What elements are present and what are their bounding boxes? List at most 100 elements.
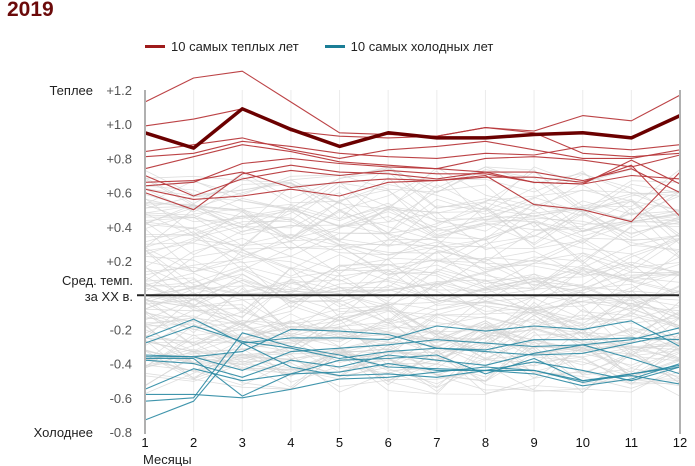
background-series-line bbox=[144, 299, 681, 350]
background-series-line bbox=[144, 249, 681, 297]
background-series-line bbox=[144, 167, 681, 211]
background-series-line bbox=[144, 342, 681, 394]
chart-legend: 10 самых теплых лет 10 самых холодных ле… bbox=[145, 39, 519, 54]
cold-series-line bbox=[145, 364, 681, 399]
x-tick-label: 11 bbox=[625, 435, 639, 450]
y-tick-label: +0.6 bbox=[106, 186, 132, 201]
background-series-line bbox=[144, 211, 681, 255]
warm-series-line bbox=[144, 144, 681, 170]
background-series-line bbox=[144, 305, 681, 351]
background-series-line bbox=[144, 197, 681, 232]
background-series-line bbox=[144, 247, 681, 282]
warm-series-line bbox=[144, 137, 681, 159]
background-series-line bbox=[144, 268, 681, 310]
legend-swatch-warm bbox=[145, 45, 165, 48]
warm-series-line bbox=[144, 140, 681, 159]
y-tick-label: -0.2 bbox=[110, 322, 132, 337]
background-series-line bbox=[144, 203, 681, 249]
grid-lines bbox=[193, 90, 632, 432]
y-top-label: Теплее bbox=[49, 83, 93, 98]
chart-title: 2019 bbox=[7, 0, 54, 21]
background-series-line bbox=[144, 329, 681, 378]
legend-label-warm: 10 самых теплых лет bbox=[171, 39, 299, 54]
background-series-line bbox=[144, 221, 681, 265]
background-series-line bbox=[144, 182, 681, 220]
background-series-line bbox=[144, 249, 681, 293]
background-series-line bbox=[144, 344, 681, 395]
legend-label-cold: 10 самых холодных лет bbox=[350, 39, 494, 54]
x-tick-label: 6 bbox=[385, 435, 392, 450]
x-tick-label: 2 bbox=[190, 435, 197, 450]
cold-series-line bbox=[144, 344, 681, 378]
background-series-line bbox=[144, 197, 681, 240]
warm-series-line bbox=[144, 164, 681, 211]
background-series-line bbox=[144, 219, 681, 261]
background-series-line bbox=[144, 208, 681, 247]
y-tick-label: +0.8 bbox=[106, 151, 132, 166]
background-series-line bbox=[144, 260, 681, 302]
background-series-line bbox=[144, 210, 681, 256]
axes-group: +1.2 +1.0 +0.8 +0.6 +0.4 +0.2 -0.2 -0.4 -0.6 -0.8… bbox=[106, 83, 687, 450]
background-series-line bbox=[144, 294, 681, 339]
background-series-line bbox=[144, 300, 681, 346]
warm-series-group bbox=[144, 70, 681, 223]
axis-labels-group: Теплее Холоднее Сред. темп. за XX в. Мес… bbox=[34, 83, 192, 466]
background-series-line bbox=[144, 228, 681, 276]
warm-series-line bbox=[144, 171, 681, 223]
cold-series-line bbox=[144, 342, 681, 421]
background-series-line bbox=[144, 351, 681, 395]
x-tick-label: 10 bbox=[575, 435, 589, 450]
background-series-line bbox=[144, 291, 681, 340]
legend-item-cold: 10 самых холодных лет bbox=[324, 39, 494, 54]
highlight-series-group bbox=[144, 107, 681, 150]
background-series-line bbox=[145, 334, 681, 377]
background-series-line bbox=[144, 181, 681, 233]
cold-series-line bbox=[144, 361, 681, 390]
x-tick-label: 1 bbox=[141, 435, 148, 450]
background-series-line bbox=[144, 184, 681, 236]
y-tick-label: +1.0 bbox=[106, 117, 132, 132]
x-tick-label: 9 bbox=[530, 435, 537, 450]
x-tick-label: 12 bbox=[673, 435, 687, 450]
highlight-series-line-2019 bbox=[144, 107, 681, 150]
y-tick-label: +0.2 bbox=[106, 254, 132, 269]
background-series-line bbox=[144, 267, 681, 319]
x-tick-label: 4 bbox=[287, 435, 294, 450]
warm-series-line bbox=[144, 164, 681, 217]
baseline-label-line1: Сред. темп. bbox=[62, 273, 133, 288]
legend-item-warm: 10 самых теплых лет bbox=[145, 39, 299, 54]
background-series-line bbox=[144, 287, 681, 329]
background-series-line bbox=[144, 250, 681, 294]
background-series-line bbox=[144, 213, 681, 264]
x-tick-label: 3 bbox=[239, 435, 246, 450]
x-tick-label: 8 bbox=[482, 435, 489, 450]
background-series-line bbox=[144, 278, 681, 324]
background-series-line bbox=[144, 205, 681, 247]
background-series-line bbox=[144, 344, 681, 386]
background-series-line bbox=[144, 279, 681, 327]
x-axis-label: Месяцы bbox=[143, 452, 192, 466]
cold-series-line bbox=[144, 325, 681, 360]
background-series-line bbox=[144, 200, 681, 249]
legend-swatch-cold bbox=[324, 45, 345, 48]
y-tick-label: +0.4 bbox=[106, 220, 132, 235]
background-series-line bbox=[144, 188, 681, 239]
background-series-line bbox=[144, 308, 681, 349]
background-series-line bbox=[144, 267, 681, 314]
x-tick-label: 7 bbox=[433, 435, 440, 450]
background-series-line bbox=[144, 344, 681, 389]
y-tick-label: -0.6 bbox=[110, 391, 132, 406]
x-tick-label: 5 bbox=[336, 435, 343, 450]
cold-series-group bbox=[144, 318, 681, 421]
cold-series-line bbox=[145, 327, 681, 371]
background-series-line bbox=[144, 276, 681, 312]
background-series-line bbox=[144, 196, 681, 243]
background-series-line bbox=[144, 203, 681, 247]
warm-series-line bbox=[144, 94, 681, 139]
background-series-line bbox=[144, 297, 681, 347]
warm-series-line bbox=[144, 70, 681, 158]
background-series-line bbox=[144, 285, 681, 336]
background-series-line bbox=[144, 232, 681, 275]
background-series-line bbox=[144, 293, 681, 341]
y-bottom-label: Холоднее bbox=[34, 425, 93, 440]
